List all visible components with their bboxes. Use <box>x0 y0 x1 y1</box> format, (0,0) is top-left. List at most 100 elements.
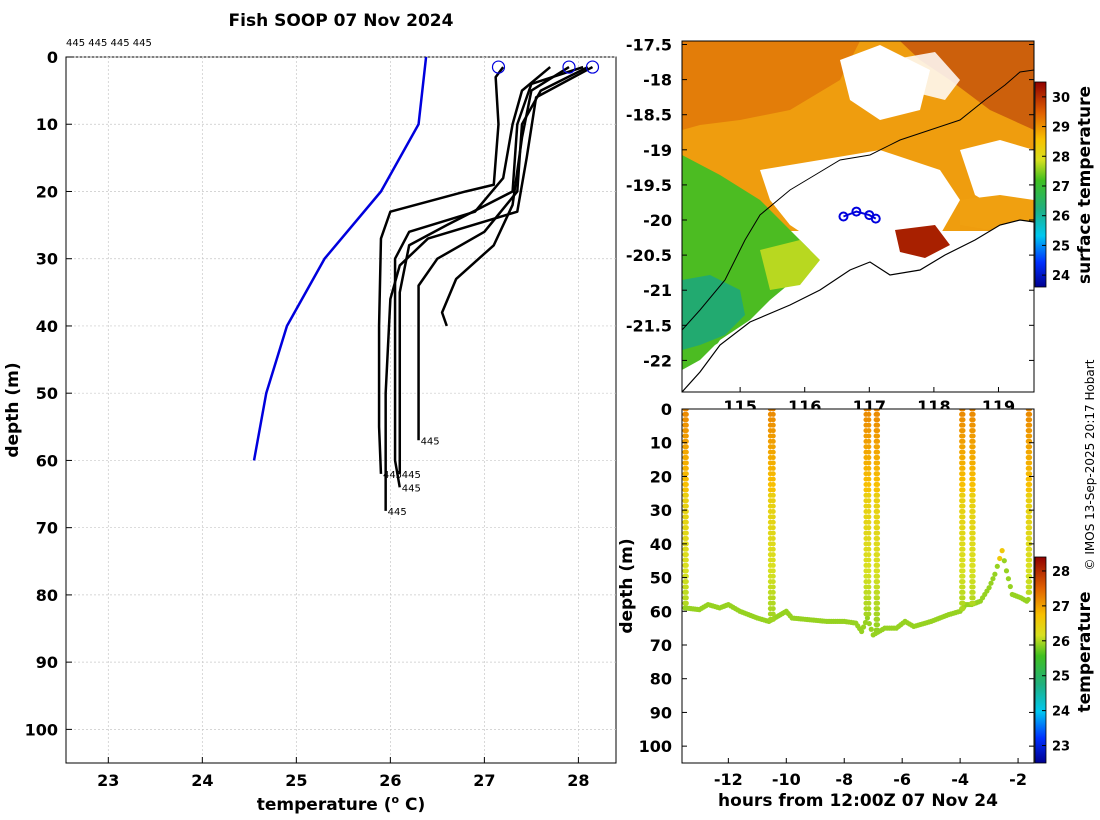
section-cast-dot <box>770 579 776 585</box>
section-y-tick-label: 100 <box>639 737 672 756</box>
section-cast-dot <box>770 584 776 590</box>
map-layers <box>682 41 1034 392</box>
section-cast-dot <box>770 438 776 444</box>
map-isobath-line <box>682 69 1034 331</box>
section-cast-dot <box>875 422 881 428</box>
section-cast-dot <box>970 535 976 541</box>
section-cast-dot <box>866 595 872 601</box>
section-cast-dot <box>960 508 966 514</box>
section-cast-dot <box>866 498 872 504</box>
section-cast-dot <box>683 530 689 536</box>
y-tick-label: 100 <box>25 720 58 739</box>
section-cast-dot <box>875 444 881 450</box>
section-cast-dot <box>683 519 689 525</box>
section-cast-dot <box>960 541 966 547</box>
section-cast-dot <box>960 503 966 509</box>
section-cast-dot <box>866 514 872 520</box>
section-cast-dot <box>970 503 976 509</box>
profile-1-line <box>377 66 505 474</box>
section-cast-dot <box>960 530 966 536</box>
section-cast-dot <box>770 546 776 552</box>
section-cast-dot <box>683 465 689 471</box>
section-cast-dot <box>970 482 976 488</box>
x-tick-label: 28 <box>567 771 589 790</box>
section-cast-dot <box>1027 482 1033 488</box>
section-cast-dot <box>770 557 776 563</box>
section-cast-dot <box>960 562 966 568</box>
section-cast-dot <box>770 476 776 482</box>
profile-end-label: 445 <box>402 470 421 481</box>
section-cast-dot <box>960 492 966 498</box>
section-cast-dot <box>960 535 966 541</box>
section-cast-dot <box>960 589 966 595</box>
section-cast-dot <box>683 409 689 412</box>
section-cast-dot <box>770 422 776 428</box>
section-cast-dot <box>875 568 881 574</box>
section-bottom-dot <box>994 563 1000 569</box>
section-cast-dot <box>970 444 976 450</box>
section-cast-dot <box>1027 444 1033 450</box>
section-cast-dot <box>875 562 881 568</box>
map-colorbar-tick-label: 26 <box>1052 210 1070 225</box>
map-colorbar-ticks: 30 29 28 27 26 25 24 <box>1042 91 1070 284</box>
section-cast-dot <box>970 455 976 461</box>
section-cast-dot <box>970 573 976 579</box>
map-yellow-green <box>760 240 820 290</box>
section-cast-dot <box>866 584 872 590</box>
section-cast-dot <box>866 411 872 417</box>
section-cast-dot <box>866 600 872 606</box>
y-tick-label: 50 <box>36 384 58 403</box>
section-cast-dot <box>960 465 966 471</box>
section-cast-dot <box>970 422 976 428</box>
map-track-point <box>838 211 849 222</box>
section-colorbar-tick-label: 27 <box>1052 600 1070 615</box>
section-cast-dot <box>970 449 976 455</box>
section-bottom-dot <box>1001 558 1007 564</box>
map-cloud-2 <box>760 150 960 250</box>
section-cast-dot <box>866 471 872 477</box>
section-cast-dot <box>875 579 881 585</box>
section-cast-dot <box>683 498 689 504</box>
section-bottom-dot <box>1025 596 1031 603</box>
section-cast-dot <box>970 568 976 574</box>
section-cast-dot <box>770 589 776 595</box>
section-cast-dot <box>960 422 966 428</box>
section-bottom-dot <box>859 628 865 635</box>
map-land <box>682 220 1034 392</box>
section-cast-dot <box>866 487 872 493</box>
map-colorbar-tick-label: 27 <box>1052 180 1070 195</box>
section-cast-dot <box>683 514 689 520</box>
section-cast-dot <box>770 611 776 617</box>
y-tick-label: 90 <box>36 653 58 672</box>
section-plot-area <box>681 408 1035 764</box>
section-cast-dot <box>770 492 776 498</box>
section-cast-dot <box>866 449 872 455</box>
credit-text: © IMOS 13-Sep-2025 20:17 Hobart <box>1083 359 1097 570</box>
section-cast-dot <box>1027 455 1033 461</box>
section-cast-dot <box>866 455 872 461</box>
section-bottom-dot <box>866 621 872 627</box>
section-cast-dot <box>1027 525 1033 531</box>
section-cast-dot <box>866 482 872 488</box>
profile-5-line <box>440 66 570 327</box>
section-cast-dot <box>1027 514 1033 520</box>
section-cast-dot <box>683 552 689 558</box>
map-y-tick-label: -21.5 <box>626 316 672 335</box>
section-cast-dot <box>875 606 881 612</box>
section-cast-dot <box>866 422 872 428</box>
section-cast-dot <box>770 455 776 461</box>
section-y-tick-label: 20 <box>650 467 672 486</box>
section-cast-dot <box>683 487 689 493</box>
section-cast-dot <box>960 519 966 525</box>
section-cast-dot <box>960 428 966 434</box>
section-cast-dot <box>1027 417 1033 423</box>
section-cast-dot <box>770 606 776 612</box>
section-cast-dot <box>960 568 966 574</box>
y-tick-label: 0 <box>47 48 58 67</box>
section-cast-dot <box>683 444 689 450</box>
profile-start-marker <box>585 60 600 74</box>
section-cast-dot <box>1027 476 1033 482</box>
x-tick-label: 27 <box>473 771 495 790</box>
section-cast-dot <box>770 616 776 622</box>
